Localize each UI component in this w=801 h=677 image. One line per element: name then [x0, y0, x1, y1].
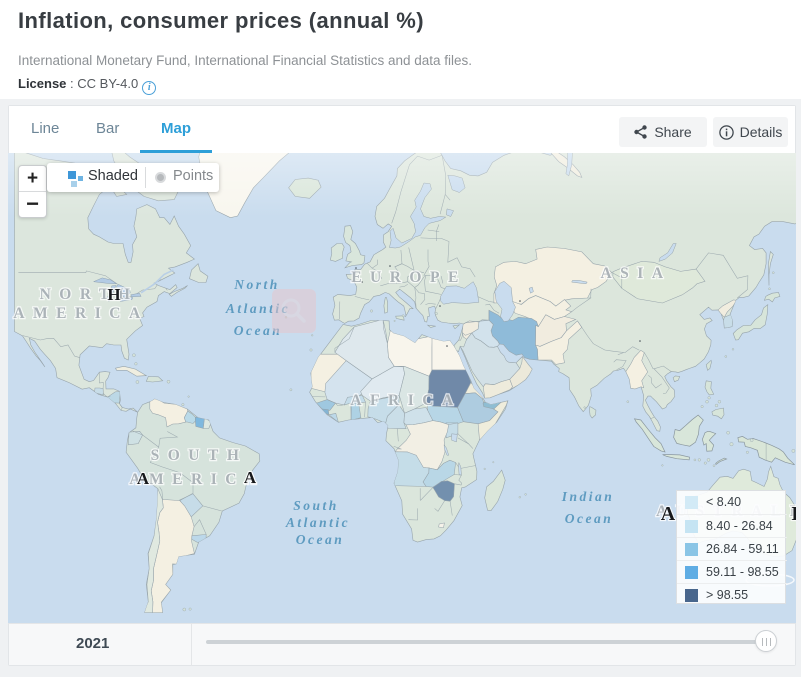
svg-text:A: A — [661, 503, 676, 525]
svg-text:ASIA: ASIA — [600, 265, 671, 282]
svg-text:EUROPE: EUROPE — [351, 269, 467, 286]
svg-text:Ocean: Ocean — [296, 532, 345, 547]
svg-text:AMERICA: AMERICA — [13, 305, 148, 322]
svg-text:Ocean: Ocean — [565, 511, 614, 526]
svg-text:Atlantic: Atlantic — [285, 515, 350, 530]
svg-text:A: A — [137, 469, 150, 488]
svg-text:A: A — [244, 468, 257, 487]
svg-text:I: I — [791, 503, 796, 525]
svg-text:North: North — [233, 277, 280, 292]
svg-text:NORTH: NORTH — [40, 286, 139, 303]
svg-text:Indian: Indian — [561, 489, 615, 504]
svg-text:Ocean: Ocean — [234, 323, 283, 338]
svg-text:H: H — [107, 285, 120, 304]
svg-text:South: South — [293, 498, 339, 513]
svg-text:SOUTH: SOUTH — [151, 447, 248, 464]
svg-text:AMERICA: AMERICA — [129, 471, 264, 488]
svg-text:AFRICA: AFRICA — [350, 392, 461, 409]
svg-text:Atlantic: Atlantic — [225, 301, 290, 316]
